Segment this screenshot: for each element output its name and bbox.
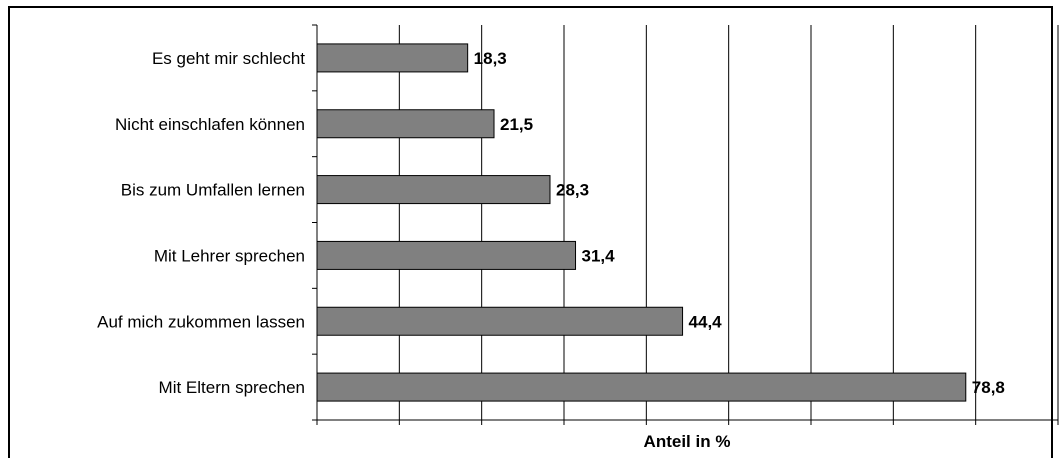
bar xyxy=(316,240,577,270)
data-label: 78,8 xyxy=(972,378,1005,397)
category-label: Nicht einschlafen können xyxy=(115,115,305,134)
data-label: 18,3 xyxy=(474,49,507,68)
data-label: 28,3 xyxy=(556,181,589,200)
data-label: 31,4 xyxy=(582,246,616,265)
axes xyxy=(312,24,1059,425)
category-label: Mit Lehrer sprechen xyxy=(154,246,305,265)
bar xyxy=(316,109,495,139)
bar xyxy=(316,306,684,336)
labels: Es geht mir schlecht 18,3 Nicht einschlafe… xyxy=(97,49,1005,397)
bar xyxy=(316,372,967,402)
category-label: Auf mich zukommen lassen xyxy=(97,312,305,331)
category-label: Bis zum Umfallen lernen xyxy=(121,181,305,200)
category-label: Es geht mir schlecht xyxy=(152,49,305,68)
grid-lines xyxy=(398,25,1059,420)
data-label: 44,4 xyxy=(689,312,723,331)
bar xyxy=(316,175,551,205)
category-label: Mit Eltern sprechen xyxy=(159,378,305,397)
x-axis-title: Anteil in % xyxy=(644,432,731,451)
bars xyxy=(316,43,967,402)
bar xyxy=(316,43,469,73)
data-label: 21,5 xyxy=(500,115,533,134)
